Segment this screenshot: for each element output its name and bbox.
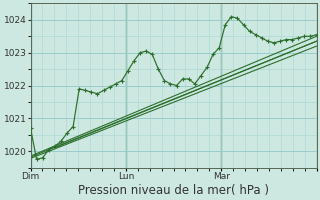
X-axis label: Pression niveau de la mer( hPa ): Pression niveau de la mer( hPa ) bbox=[78, 184, 269, 197]
